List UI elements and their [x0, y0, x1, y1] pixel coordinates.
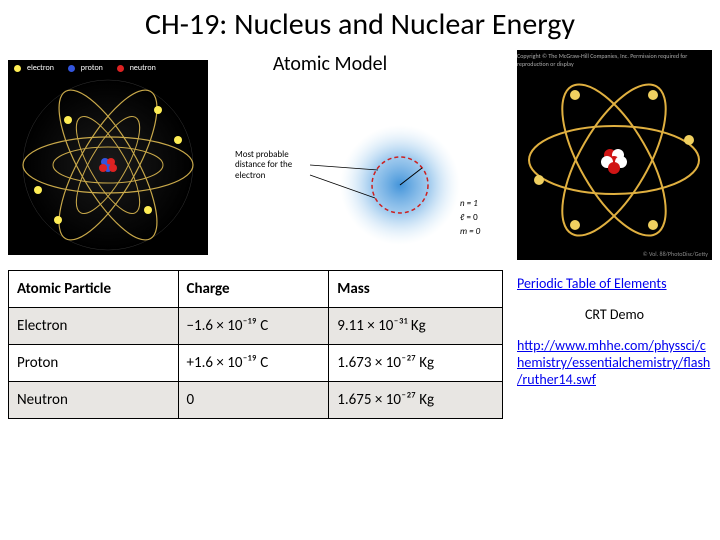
copyright-text: Copyright © The McGraw-Hill Companies, I…: [517, 52, 710, 68]
particle-table: Atomic Particle Charge Mass Electron−1.6…: [8, 270, 503, 419]
orbital-atom-figure: Copyright © The McGraw-Hill Companies, I…: [517, 50, 712, 260]
page-title: CH-19: Nucleus and Nuclear Energy: [0, 0, 720, 43]
col-mass: Mass: [329, 271, 503, 308]
subtitle: Atomic Model: [250, 52, 410, 76]
electron-cloud-figure: Most probable distance for the electron …: [230, 120, 510, 255]
table-row: Proton+1.6 × 10⁻¹⁹ C1.673 × 10⁻²⁷ Kg: [9, 345, 503, 382]
image-credit: © Vol. 88/PhotoDisc/Getty: [643, 250, 708, 258]
quantum-n: n = 1: [460, 198, 478, 209]
cloud-probable-label: Most probable distance for the electron: [235, 150, 310, 181]
table-row: Neutron01.675 × 10⁻²⁷ Kg: [9, 382, 503, 419]
quantum-m: m = 0: [460, 226, 480, 237]
bohr-atom-figure: electron proton neutron: [8, 60, 208, 255]
col-particle: Atomic Particle: [9, 271, 179, 308]
bohr-atom-svg: [8, 60, 208, 255]
quantum-l: ℓ = 0: [460, 212, 478, 223]
crt-demo-text: CRT Demo: [517, 306, 712, 323]
links-panel: Periodic Table of Elements CRT Demo http…: [517, 275, 712, 402]
table-row: Electron−1.6 × 10⁻¹⁹ C9.11 × 10⁻³¹ Kg: [9, 308, 503, 345]
particle-legend: electron proton neutron: [14, 63, 204, 73]
periodic-table-link[interactable]: Periodic Table of Elements: [517, 275, 712, 292]
rutherford-url-link[interactable]: http://www.mhhe.com/physsci/chemistry/es…: [517, 337, 712, 388]
col-charge: Charge: [178, 271, 329, 308]
